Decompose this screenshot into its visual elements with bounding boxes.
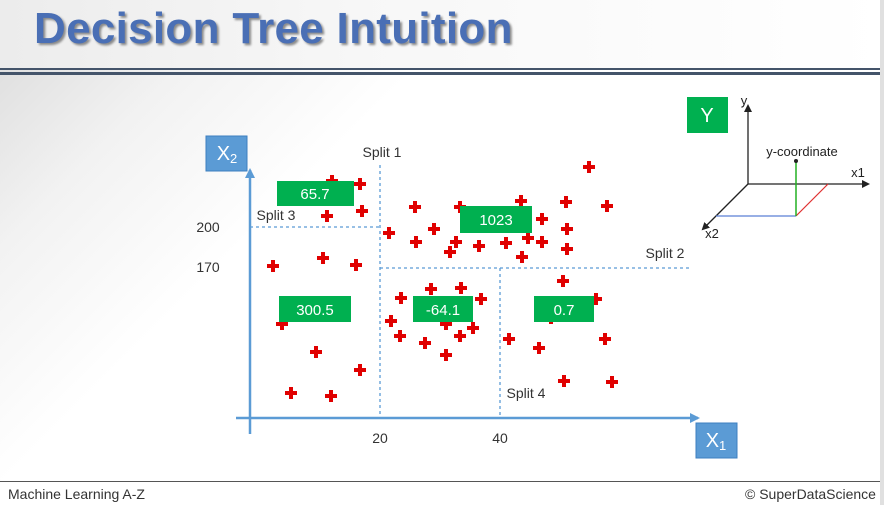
data-point — [455, 282, 467, 294]
data-point — [354, 178, 366, 190]
data-point — [522, 232, 534, 244]
footer-copyright: © SuperDataScience — [745, 486, 876, 502]
data-points — [267, 161, 618, 402]
data-point — [557, 275, 569, 287]
leaf-value-bottom-left: 300.5 — [296, 302, 334, 319]
data-point — [599, 333, 611, 345]
inset-y-box — [687, 97, 728, 133]
y-axis-label-box: X2 — [205, 135, 248, 172]
data-point — [536, 213, 548, 225]
inset-point — [794, 159, 798, 163]
split1-label: Split 1 — [363, 144, 402, 160]
inset-y-box-label: Y — [700, 105, 713, 127]
split3-label: Split 3 — [257, 207, 296, 223]
inset-x1-axis-label: x1 — [851, 165, 865, 180]
header-divider-top — [0, 68, 884, 70]
data-point — [516, 251, 528, 263]
leaf-value-top-right: 1023 — [479, 212, 512, 229]
data-point — [310, 346, 322, 358]
y-axis-label-base: X — [217, 143, 230, 165]
inset-y-axis-label: y — [741, 93, 748, 108]
data-point — [425, 283, 437, 295]
leaf-value-top-left: 65.7 — [300, 186, 329, 203]
data-point — [473, 240, 485, 252]
data-point — [350, 259, 362, 271]
header-divider-bottom — [0, 72, 884, 75]
data-point — [325, 390, 337, 402]
inset-red-projection — [795, 183, 829, 217]
data-point — [515, 195, 527, 207]
split2-label: Split 2 — [646, 245, 685, 261]
x-axis-label-base: X — [706, 430, 719, 452]
data-point — [444, 246, 456, 258]
split4-label: Split 4 — [507, 385, 546, 401]
footer-course-name: Machine Learning A-Z — [8, 486, 145, 502]
leaf-box-bottom-left: 300.5 — [279, 296, 351, 322]
data-point — [454, 330, 466, 342]
data-point — [410, 236, 422, 248]
data-point — [394, 330, 406, 342]
data-point — [558, 375, 570, 387]
inset-coordinate-label: y-coordinate — [766, 144, 838, 159]
data-point — [267, 260, 279, 272]
data-point — [606, 376, 618, 388]
data-point — [500, 237, 512, 249]
y-axis-label: X2 — [217, 143, 238, 166]
data-point — [503, 333, 515, 345]
inset-x2-axis — [701, 183, 749, 231]
data-point — [440, 349, 452, 361]
data-point — [561, 223, 573, 235]
slide-edge — [880, 0, 884, 505]
data-point — [536, 236, 548, 248]
leaf-value-bottom-middle: -64.1 — [426, 302, 460, 319]
inset-x2-axis-label: x2 — [705, 226, 719, 241]
data-point — [601, 200, 613, 212]
data-point — [409, 201, 421, 213]
data-point — [419, 337, 431, 349]
y-tick-200: 200 — [196, 219, 220, 235]
data-point — [450, 236, 462, 248]
footer-divider — [0, 481, 884, 482]
y-tick-170: 170 — [196, 259, 220, 275]
split-lines — [250, 165, 690, 418]
x-tick-20: 20 — [372, 430, 388, 446]
data-point — [590, 293, 602, 305]
leaf-box-top-left: 65.7 — [277, 181, 354, 206]
inset-3d-axes: Y y x1 x2 y-coordinate — [687, 93, 870, 241]
data-point — [317, 252, 329, 264]
data-point — [356, 205, 368, 217]
x-axis-label: X1 — [706, 430, 727, 453]
data-point — [395, 292, 407, 304]
leaf-box-bottom-middle: -64.1 — [413, 296, 473, 322]
data-point — [467, 322, 479, 334]
leaf-box-bottom-right: 0.7 — [534, 296, 594, 322]
data-point — [440, 318, 452, 330]
data-point — [583, 161, 595, 173]
data-point — [285, 387, 297, 399]
data-point — [533, 342, 545, 354]
data-point — [385, 315, 397, 327]
leaf-box-top-right: 1023 — [460, 206, 532, 233]
y-axis-label-sub: 2 — [230, 151, 237, 166]
data-point — [560, 196, 572, 208]
slide-title: Decision Tree Intuition — [34, 4, 513, 53]
x-axis-label-sub: 1 — [719, 438, 726, 453]
data-point — [561, 243, 573, 255]
leaf-value-bottom-right: 0.7 — [554, 302, 575, 319]
data-point — [428, 223, 440, 235]
header-background — [0, 0, 884, 68]
x-tick-40: 40 — [492, 430, 508, 446]
data-point — [354, 364, 366, 376]
data-point — [383, 227, 395, 239]
data-point — [321, 210, 333, 222]
x-axis-label-box: X1 — [695, 422, 738, 459]
data-point — [276, 318, 288, 330]
data-point — [475, 293, 487, 305]
